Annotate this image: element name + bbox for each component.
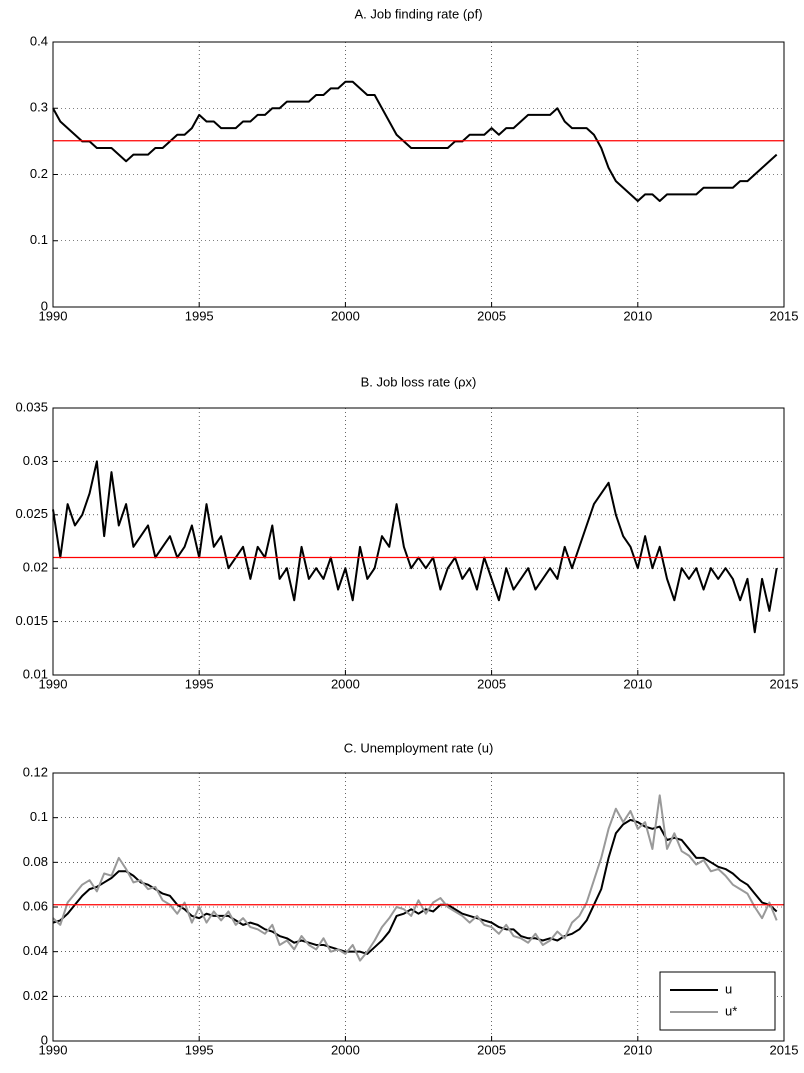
legend-box [659,971,776,1031]
x-tick-label: 2010 [623,676,652,691]
y-tick-label: 0.02 [23,988,48,1003]
x-tick-label: 2005 [477,676,506,691]
y-tick-label: 0.3 [30,100,48,115]
x-tick-label: 1990 [39,1042,68,1057]
x-tick-label: 2005 [477,308,506,323]
x-tick-label: 2000 [331,1042,360,1057]
y-tick-label: 0.03 [23,453,48,468]
chart-title: A. Job finding rate (ρf) [354,6,482,21]
x-tick-label: 2005 [477,1042,506,1057]
y-tick-label: 0.2 [30,166,48,181]
axes-box [52,772,785,1042]
x-tick-label: 1995 [185,676,214,691]
x-tick-label: 2010 [623,1042,652,1057]
y-tick-label: 0 [41,1032,48,1047]
x-tick-label: 2015 [770,308,799,323]
x-tick-label: 2010 [623,308,652,323]
y-tick-label: 0.12 [23,764,48,779]
y-tick-label: 0.035 [15,399,48,414]
y-tick-label: 0.08 [23,854,48,869]
plot-area [53,408,784,675]
y-tick-label: 0.015 [15,613,48,628]
y-tick-label: 0.1 [30,232,48,247]
y-tick-label: 0.025 [15,506,48,521]
x-tick-label: 1990 [39,308,68,323]
data-line [52,794,778,962]
axes-box [52,407,785,676]
chart-title: B. Job loss rate (ρx) [361,374,477,389]
legend-label: u* [725,1003,737,1018]
y-tick-label: 0.4 [30,33,48,48]
x-tick-label: 2015 [770,1042,799,1057]
y-tick-label: 0.1 [30,809,48,824]
x-tick-label: 1995 [185,1042,214,1057]
y-tick-label: 0.06 [23,898,48,913]
x-tick-label: 2015 [770,676,799,691]
axes-box [52,41,785,308]
x-tick-label: 1990 [39,676,68,691]
data-line [52,80,778,202]
x-tick-label: 2000 [331,676,360,691]
y-tick-label: 0.04 [23,943,48,958]
x-tick-label: 1995 [185,308,214,323]
y-tick-label: 0 [41,298,48,313]
legend-label: u [725,981,732,996]
chart-title: C. Unemployment rate (u) [344,740,494,755]
y-tick-label: 0.01 [23,666,48,681]
y-tick-label: 0.02 [23,560,48,575]
x-tick-label: 2000 [331,308,360,323]
plot-area [53,42,784,307]
